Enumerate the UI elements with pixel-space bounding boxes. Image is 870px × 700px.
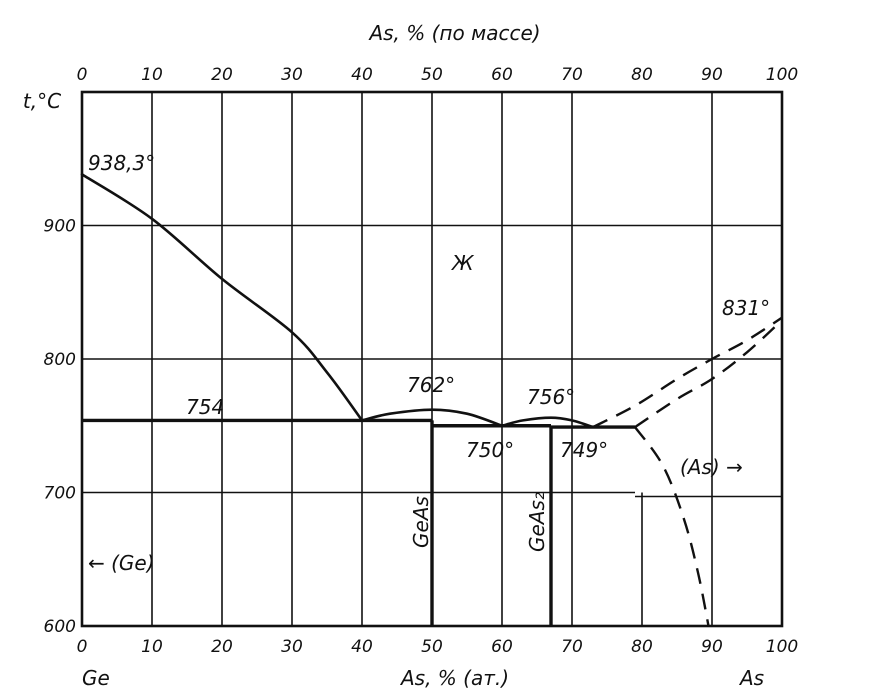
- as-liquidus-dashed-curve: [592, 316, 783, 429]
- x-tick-label-top: 80: [631, 65, 653, 85]
- annotation-solid-ge: ← (Ge): [88, 551, 155, 575]
- x-tick-label-bottom: 20: [211, 637, 233, 657]
- x-tick-label-bottom: 50: [421, 637, 443, 657]
- label-geas-compound: GeAs: [409, 496, 433, 548]
- x-tick-label-top: 60: [491, 65, 513, 85]
- annotation-solid-as: (As) →: [680, 455, 743, 479]
- as-solidus-dashed-curve: [634, 319, 783, 429]
- x-tick-label-bottom: 30: [281, 637, 303, 657]
- ge-end-label: Ge: [82, 666, 110, 690]
- as-end-label: As: [738, 666, 764, 690]
- y-tick-label: 900: [44, 217, 76, 237]
- annotation-eutectic-ge: 754: [186, 395, 224, 419]
- x-tick-label-bottom: 0: [77, 637, 88, 657]
- annotation-liquid: Ж: [450, 251, 475, 275]
- top-axis-title: As, % (по массе): [367, 21, 540, 45]
- x-tick-label-bottom: 80: [631, 637, 653, 657]
- geas-liquidus-curve: [360, 408, 504, 428]
- as-solvus-dashed-curve: [634, 426, 710, 627]
- x-tick-label-bottom: 10: [141, 637, 163, 657]
- annotation-geas2-max: 756°: [527, 385, 575, 409]
- x-tick-label-bottom: 60: [491, 637, 513, 657]
- x-tick-label-top: 40: [351, 65, 373, 85]
- x-tick-label-top: 100: [766, 65, 798, 85]
- y-tick-label: 600: [44, 617, 76, 637]
- x-tick-label-bottom: 100: [766, 637, 798, 657]
- x-tick-label-top: 30: [281, 65, 303, 85]
- y-tick-label: 800: [44, 350, 76, 370]
- x-tick-label-top: 90: [701, 65, 723, 85]
- y-tick-label: 700: [44, 484, 76, 504]
- x-tick-label-bottom: 40: [351, 637, 373, 657]
- annotation-eutectic-as: 749°: [560, 438, 608, 462]
- geas2-liquidus-curve: [500, 416, 595, 429]
- annotation-eutectic-mid: 750°: [466, 438, 514, 462]
- label-geas2-compound: GeAs₂: [525, 492, 549, 552]
- x-tick-label-top: 10: [141, 65, 163, 85]
- x-axis-label: As, % (ат.): [399, 666, 509, 690]
- ge-liquidus-curve: [80, 173, 364, 422]
- tick-labels: 0 10 20 30 40 50 60 70 80 90 100 0 10 20 30 40 50 60 70 80 9…: [44, 65, 799, 657]
- x-tick-label-bottom: 90: [701, 637, 723, 657]
- x-tick-label-top: 0: [77, 65, 88, 85]
- phase-curves: [80, 173, 783, 627]
- x-tick-label-top: 70: [561, 65, 583, 85]
- annotation-ge-melting: 938,3°: [88, 151, 155, 175]
- x-tick-label-top: 50: [421, 65, 443, 85]
- x-tick-label-top: 20: [211, 65, 233, 85]
- y-axis-label: t,°C: [23, 89, 61, 113]
- x-tick-label-bottom: 70: [561, 637, 583, 657]
- annotation-geas-max: 762°: [407, 373, 455, 397]
- annotation-as-melting: 831°: [722, 296, 770, 320]
